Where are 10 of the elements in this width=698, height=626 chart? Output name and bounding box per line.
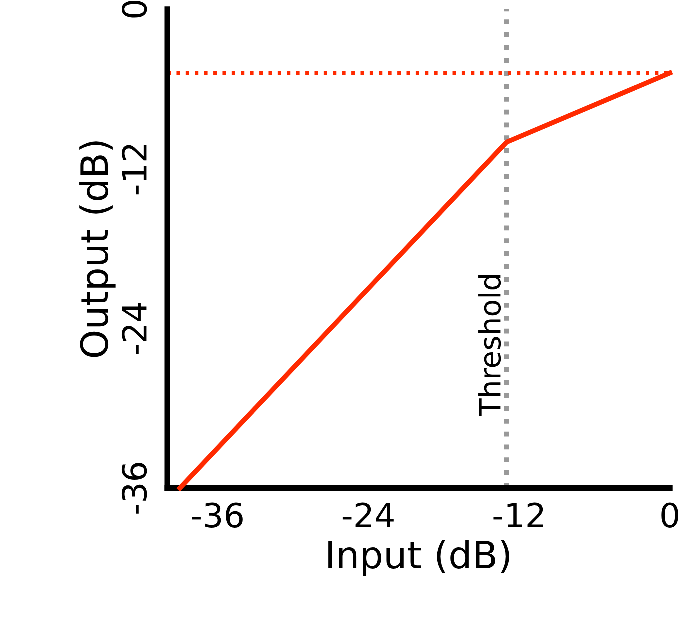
ref-line-label: Threshold <box>478 275 502 417</box>
x-tick-label: -36 <box>192 502 243 528</box>
x-tick-label: -12 <box>494 502 544 528</box>
y-tick-label: -24 <box>122 303 147 354</box>
y-tick-label: -12 <box>122 145 147 195</box>
y-tick-label: 0 <box>122 1 148 18</box>
y-axis-title: Output (dB) <box>80 142 116 358</box>
x-axis-title: Input (dB) <box>328 540 510 576</box>
x-tick-label: -24 <box>342 502 394 528</box>
x-tick-label: 0 <box>662 502 678 528</box>
